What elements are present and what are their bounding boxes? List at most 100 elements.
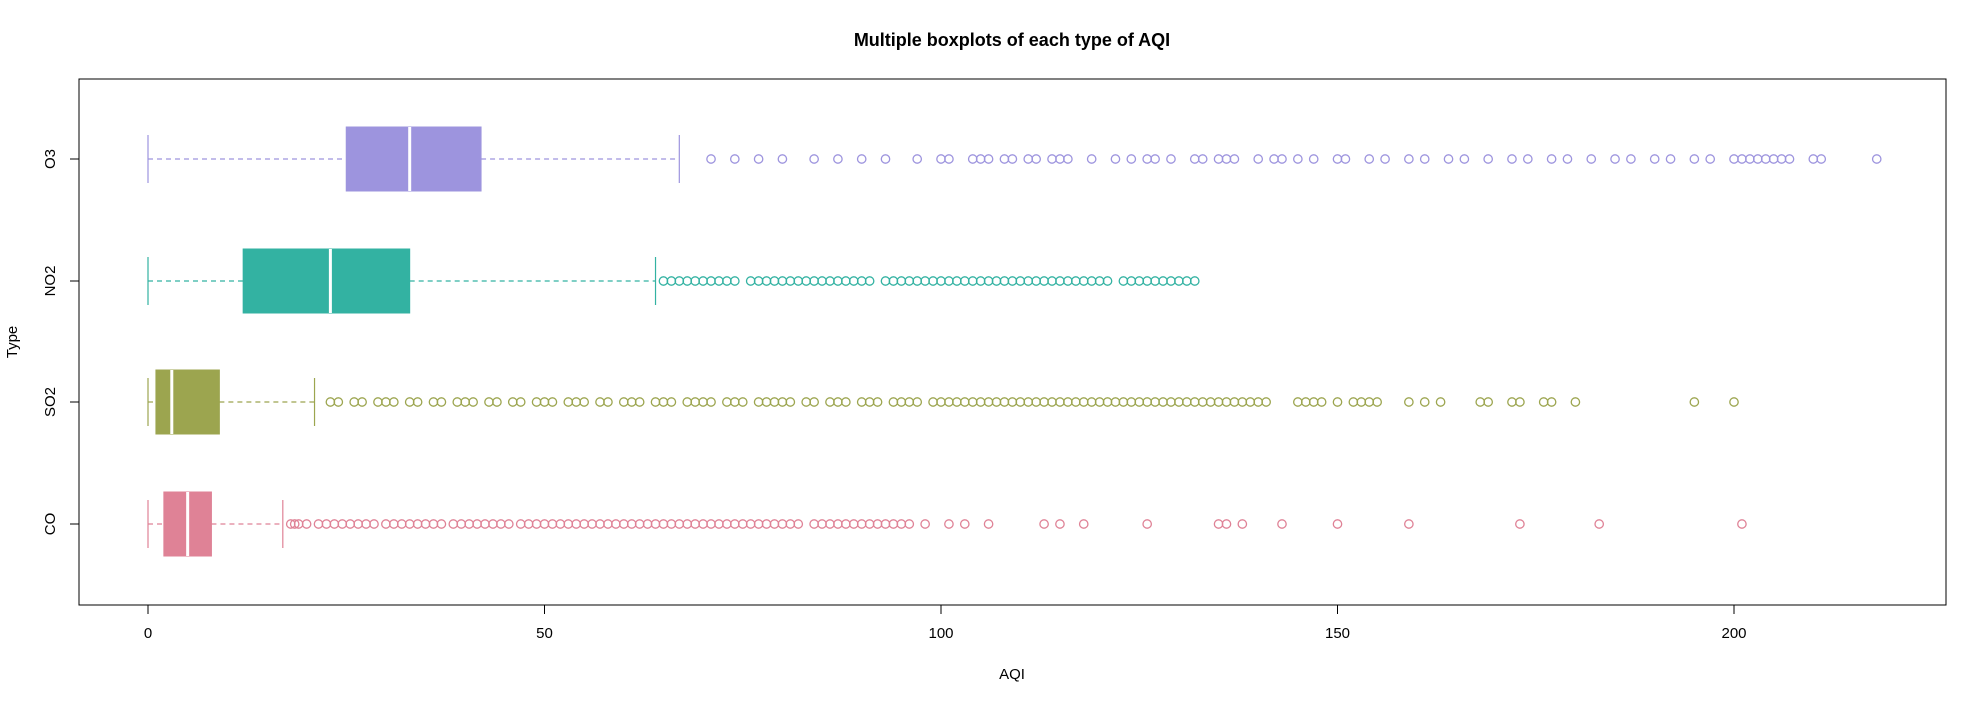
so2-outlier-point xyxy=(1039,397,1049,407)
no2-outlier-point xyxy=(1142,276,1153,286)
o3-outlier-point xyxy=(880,154,891,164)
co-outlier-point xyxy=(289,519,300,529)
co-outlier-point xyxy=(833,519,843,529)
co-outlier-point xyxy=(301,519,312,529)
co-outlier-point xyxy=(706,519,716,529)
co-outlier-point xyxy=(1039,519,1049,529)
so2-outlier-point xyxy=(1205,397,1216,407)
so2-outlier-point xyxy=(1150,397,1160,407)
chart-title: Multiple boxplots of each type of AQI xyxy=(854,30,1170,50)
o3-outlier-point xyxy=(1142,154,1153,164)
so2-outlier-point xyxy=(785,397,796,407)
no2-outlier-point xyxy=(1055,276,1065,286)
co-outlier-point xyxy=(428,519,439,529)
so2-outlier-point xyxy=(404,397,415,407)
no2-outlier-point xyxy=(729,276,740,286)
no2-outlier-point xyxy=(777,276,788,286)
o3-outlier-point xyxy=(1729,154,1739,164)
co-outlier-point xyxy=(1237,519,1248,529)
o3-outlier-point xyxy=(856,154,867,164)
co-outlier-point xyxy=(650,519,661,529)
so2-outlier-point xyxy=(1055,397,1065,407)
co-outlier-point xyxy=(1078,519,1089,529)
no2-outlier-point xyxy=(991,276,1002,286)
o3-outlier-point xyxy=(1308,154,1319,164)
co-outlier-point xyxy=(761,519,772,529)
o3-outlier-point xyxy=(983,154,994,164)
co-outlier-point xyxy=(698,519,708,529)
o3-outlier-point xyxy=(1776,154,1787,164)
so2-outlier-point xyxy=(626,397,637,407)
co-outlier-point xyxy=(769,519,780,529)
co-outlier-point xyxy=(547,519,558,529)
series-o3-group xyxy=(147,126,1882,192)
o3-outlier-point xyxy=(1110,154,1121,164)
so2-outlier-point xyxy=(658,397,669,407)
co-outlier-point xyxy=(658,519,669,529)
o3-outlier-point xyxy=(729,154,740,164)
so2-outlier-point xyxy=(563,397,574,407)
co-outlier-point xyxy=(634,519,645,529)
o3-outlier-point xyxy=(1253,154,1264,164)
co-outlier-point xyxy=(404,519,415,529)
co-outlier-point xyxy=(737,519,748,529)
no2-outlier-point xyxy=(1118,276,1129,286)
so2-outlier-point xyxy=(1237,397,1248,407)
co-outlier-point xyxy=(840,519,851,529)
co-outlier-point xyxy=(464,519,475,529)
so2-outlier-point xyxy=(991,397,1002,407)
o3-outlier-point xyxy=(1745,154,1755,164)
no2-outlier-point xyxy=(1189,276,1200,286)
o3-outlier-point xyxy=(1546,154,1557,164)
no2-outlier-point xyxy=(1031,276,1042,286)
y-axis-label: Type xyxy=(4,326,21,359)
o3-outlier-point xyxy=(936,154,946,164)
so2-outlier-point xyxy=(595,397,605,407)
co-outlier-point xyxy=(959,519,970,529)
so2-outlier-point xyxy=(515,397,526,407)
so2-outlier-point xyxy=(912,397,923,407)
no2-outlier-point xyxy=(658,276,669,286)
so2-outlier-point xyxy=(1293,397,1303,407)
no2-outlier-point xyxy=(785,276,796,286)
co-outlier-point xyxy=(381,519,391,529)
so2-outlier-point xyxy=(1110,397,1121,407)
so2-outlier-point xyxy=(603,397,613,407)
so2-outlier-point xyxy=(1515,397,1525,407)
so2-outlier-point xyxy=(864,397,875,407)
so2-outlier-point xyxy=(1126,397,1137,407)
o3-outlier-point xyxy=(809,154,819,164)
co-outlier-point xyxy=(412,519,423,529)
o3-outlier-point xyxy=(1055,154,1065,164)
co-outlier-point xyxy=(337,519,348,529)
no2-outlier-point xyxy=(848,276,859,286)
o3-outlier-point xyxy=(1213,154,1224,164)
co-outlier-point xyxy=(496,519,506,529)
o3-outlier-point xyxy=(975,154,986,164)
co-outlier-point xyxy=(353,519,363,529)
so2-outlier-point xyxy=(1538,397,1549,407)
o3-outlier-point xyxy=(1760,154,1771,164)
so2-outlier-point xyxy=(373,397,383,407)
so2-outlier-point xyxy=(1348,397,1359,407)
o3-outlier-point xyxy=(1816,154,1827,164)
so2-outlier-point xyxy=(1483,397,1494,407)
so2-outlier-point xyxy=(1007,397,1018,407)
so2-box xyxy=(155,369,220,435)
so2-outlier-point xyxy=(1134,397,1145,407)
so2-outlier-point xyxy=(1047,397,1057,407)
co-outlier-point xyxy=(674,519,685,529)
co-outlier-point xyxy=(515,519,526,529)
co-outlier-point xyxy=(983,519,994,529)
no2-outlier-point xyxy=(888,276,899,286)
no2-outlier-point xyxy=(840,276,851,286)
so2-outlier-point xyxy=(1372,397,1383,407)
so2-outlier-point xyxy=(634,397,645,407)
co-outlier-point xyxy=(809,519,819,529)
so2-outlier-point xyxy=(618,397,629,407)
so2-outlier-point xyxy=(1435,397,1446,407)
co-outlier-point xyxy=(329,519,340,529)
so2-outlier-point xyxy=(1086,397,1097,407)
so2-outlier-point xyxy=(579,397,590,407)
